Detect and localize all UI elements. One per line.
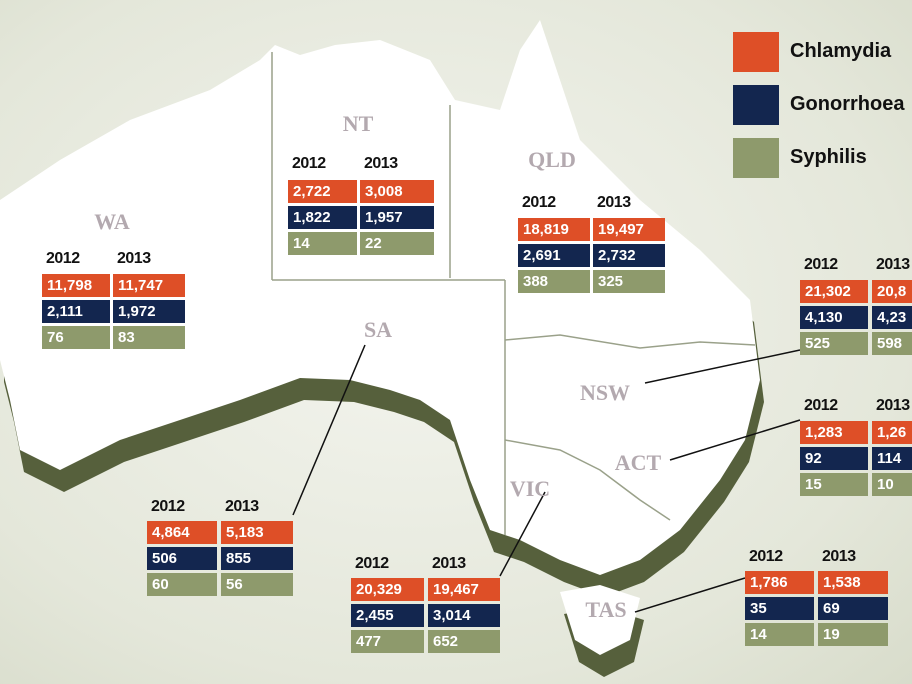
value-cell: 20,329 — [351, 578, 424, 601]
value-cell: 4,864 — [147, 521, 217, 544]
value-cell: 2,111 — [42, 300, 110, 323]
borders — [271, 52, 756, 535]
value-cell: 76 — [42, 326, 110, 349]
year-header: 2013 — [597, 194, 631, 211]
region-label: SA — [363, 317, 393, 342]
year-header: 2012 — [522, 194, 556, 211]
value-cell: 19 — [818, 623, 888, 646]
year-header: 2012 — [804, 256, 838, 273]
legend-swatch — [733, 85, 779, 125]
legend-label: Chlamydia — [790, 40, 892, 62]
value-cell: 598 — [872, 332, 912, 355]
year-header: 2012 — [355, 555, 389, 572]
value-cell: 56 — [221, 573, 293, 596]
value-cell: 15 — [800, 473, 868, 496]
year-header: 2013 — [876, 256, 910, 273]
value-cell: 388 — [518, 270, 590, 293]
region-label: NSW — [579, 380, 631, 405]
region-label: ACT — [614, 450, 662, 475]
year-header: 2013 — [822, 548, 856, 565]
year-header: 2012 — [749, 548, 783, 565]
value-cell: 19,497 — [593, 218, 665, 241]
region-label: QLD — [528, 147, 576, 172]
value-cell: 525 — [800, 332, 868, 355]
value-cell: 3,008 — [360, 180, 434, 203]
year-header: 2012 — [46, 250, 80, 267]
value-cell: 35 — [745, 597, 814, 620]
year-header: 2013 — [432, 555, 466, 572]
value-cell: 92 — [800, 447, 868, 470]
year-header: 2013 — [876, 397, 910, 414]
year-header: 2013 — [225, 498, 259, 515]
value-cell: 10 — [872, 473, 912, 496]
value-cell: 855 — [221, 547, 293, 570]
year-header: 2013 — [117, 250, 151, 267]
year-header: 2012 — [292, 155, 326, 172]
year-header: 2013 — [364, 155, 398, 172]
value-cell: 1,538 — [818, 571, 888, 594]
value-cell: 4,130 — [800, 306, 868, 329]
value-cell: 114 — [872, 447, 912, 470]
value-cell: 11,747 — [113, 274, 185, 297]
year-header: 2012 — [804, 397, 838, 414]
value-cell: 11,798 — [42, 274, 110, 297]
year-header: 2012 — [151, 498, 185, 515]
value-cell: 1,972 — [113, 300, 185, 323]
value-cell: 3,014 — [428, 604, 500, 627]
value-cell: 21,302 — [800, 280, 868, 303]
value-cell: 20,8 — [872, 280, 912, 303]
region-label: WA — [94, 209, 130, 234]
value-cell: 5,183 — [221, 521, 293, 544]
value-cell: 506 — [147, 547, 217, 570]
legend-swatch — [733, 32, 779, 72]
legend-label: Gonorrhoea — [790, 93, 905, 115]
value-cell: 1,26 — [872, 421, 912, 444]
value-cell: 652 — [428, 630, 500, 653]
value-cell: 60 — [147, 573, 217, 596]
value-cell: 2,732 — [593, 244, 665, 267]
region-label: VIC — [509, 476, 551, 501]
value-cell: 1,957 — [360, 206, 434, 229]
land — [0, 20, 760, 655]
value-cell: 83 — [113, 326, 185, 349]
value-cell: 14 — [745, 623, 814, 646]
value-cell: 1,786 — [745, 571, 814, 594]
value-cell: 22 — [360, 232, 434, 255]
region-label: TAS — [585, 597, 627, 622]
value-cell: 69 — [818, 597, 888, 620]
legend-swatch — [733, 138, 779, 178]
value-cell: 4,23 — [872, 306, 912, 329]
value-cell: 2,691 — [518, 244, 590, 267]
value-cell: 14 — [288, 232, 357, 255]
value-cell: 19,467 — [428, 578, 500, 601]
value-cell: 1,822 — [288, 206, 357, 229]
value-cell: 2,455 — [351, 604, 424, 627]
value-cell: 18,819 — [518, 218, 590, 241]
value-cell: 2,722 — [288, 180, 357, 203]
value-cell: 1,283 — [800, 421, 868, 444]
region-label: NT — [342, 111, 374, 136]
value-cell: 325 — [593, 270, 665, 293]
value-cell: 477 — [351, 630, 424, 653]
legend-label: Syphilis — [790, 146, 867, 168]
leader-lines — [292, 344, 801, 613]
